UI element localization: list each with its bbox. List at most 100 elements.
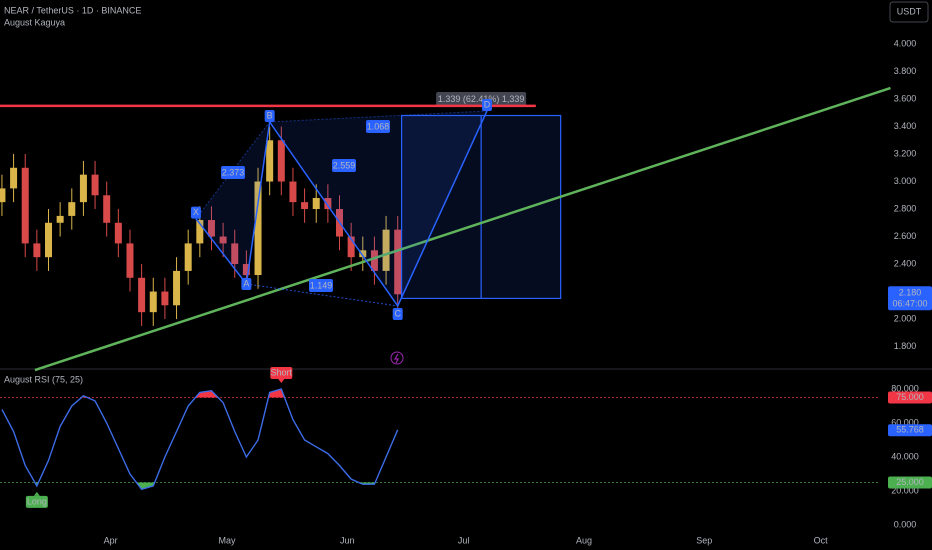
y-tick-label: 3.600 [894,93,917,103]
trend-line [34,86,891,372]
pattern-fill [195,121,270,284]
symbol-title: NEAR / TetherUS · 1D · BINANCE [4,5,141,15]
last-value-tag [888,424,932,437]
ratio-box [309,279,333,292]
pattern-point-box [264,109,275,122]
pattern-point-box [241,277,252,290]
event-bolt [393,353,399,364]
candle-body [0,188,6,203]
candle-body [312,198,320,210]
level-tag [888,391,932,404]
y-tick-label: 3.200 [894,148,917,158]
candle-body [149,291,157,313]
candle-body [79,174,87,203]
candle-body [242,264,250,276]
y-tick-label: 3.000 [894,176,917,186]
candle-body [173,270,181,306]
candle-body [207,220,215,237]
ratio-label: 2.559 [333,160,356,170]
level-label: 25.000 [896,477,924,487]
ratio-box [366,120,390,133]
candle-body [359,250,367,258]
x-tick-label: Jun [340,535,355,545]
x-tick-label: Aug [576,535,592,545]
x-tick-label: Oct [814,535,829,545]
candle-body [301,202,309,210]
level-tag [888,476,932,489]
y-tick-label: 0.000 [894,519,917,529]
candle-body [68,202,76,216]
candle-body [126,243,134,278]
candle-body [324,198,332,210]
y-tick-label: 3.800 [894,66,917,76]
pattern-point-box [190,206,201,219]
signal-box [270,367,293,380]
pattern-point-box [392,307,403,320]
candle-body [56,215,64,223]
candle-body [289,181,297,203]
y-tick-label: 4.000 [894,38,917,48]
signal-box [25,495,48,508]
pattern-point-label: C [394,308,401,318]
pattern-point-label: X [193,207,199,217]
candle-body [91,174,99,196]
last-price-label: 2.180 [899,288,922,298]
last-price-tag [888,286,932,311]
rsi-line [1,388,399,491]
candle-body [33,243,41,258]
y-tick-label: 80.000 [891,383,919,393]
y-tick-label: 2.400 [894,258,917,268]
measure-label-box [436,92,527,106]
candle-body [114,222,122,244]
y-tick-label: 2.000 [894,313,917,323]
currency-label[interactable]: USDT [897,6,922,16]
indicator-title: August RSI (75, 25) [4,374,83,384]
pattern-fill [269,110,487,306]
candle-body [45,222,53,258]
ratio-label: 1.149 [310,280,333,290]
ratio-label: 1.068 [367,121,390,131]
ratio-label: 2.373 [222,167,245,177]
candle-body [196,220,204,244]
signal-pointer [33,491,40,496]
x-tick-label: Apr [104,535,118,545]
x-tick-label: Jul [458,535,470,545]
y-tick-label: 20.000 [891,485,919,495]
candle-body [266,140,274,182]
signal-label: Long [27,496,47,506]
event-icon[interactable] [390,351,404,365]
x-tick-label: Sep [696,535,712,545]
candle-body [21,167,29,244]
candle-body [161,291,169,306]
currency-button[interactable] [889,1,929,23]
pattern-point-label: D [484,99,491,109]
candle-body [394,229,402,295]
candle-body [138,277,146,313]
y-tick-label: 60.000 [891,417,919,427]
pattern-point-label: A [243,278,249,288]
ratio-box [332,159,356,172]
candle-body [10,167,18,189]
candle-body [277,140,285,182]
pattern-diagonal [246,283,398,307]
pattern-point-label: B [267,110,273,120]
candle-body [184,243,192,271]
y-tick-label: 1.800 [894,341,917,351]
signal-label: Short [271,367,293,377]
countdown-label: 06:47:00 [892,299,927,309]
candle-body [347,236,355,258]
indicator-name: August Kaguya [4,17,65,27]
y-tick-label: 2.600 [894,231,917,241]
candle-body [254,181,262,276]
candle-body [382,229,390,271]
y-tick-label: 2.800 [894,203,917,213]
candle-body [370,250,378,271]
y-tick-label: 3.400 [894,121,917,131]
y-tick-label: 40.000 [891,451,919,461]
signal-pointer [278,379,285,384]
pattern-point-box [481,98,492,111]
candle-body [231,243,239,265]
last-value-label: 55.768 [896,425,924,435]
